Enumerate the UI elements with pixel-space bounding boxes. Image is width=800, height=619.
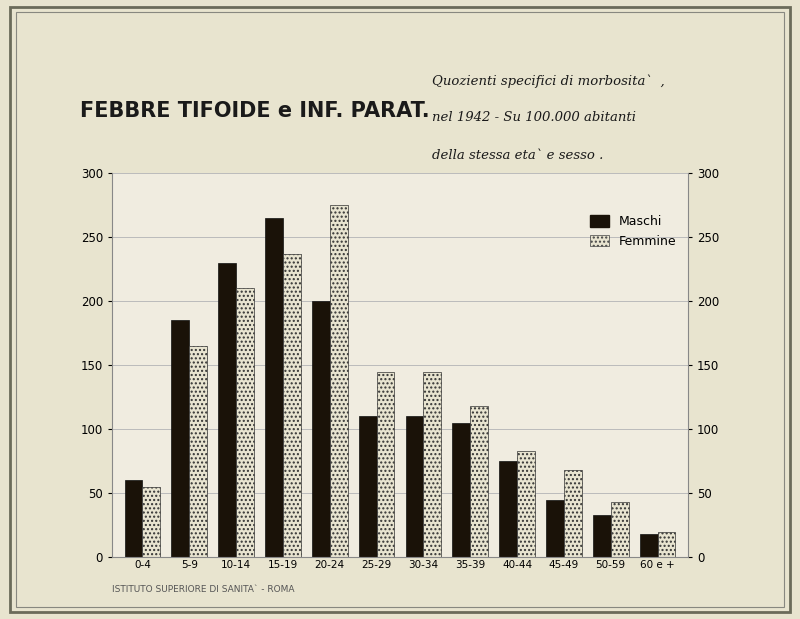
Bar: [236, 288, 254, 557]
Bar: [265, 218, 283, 557]
Text: FEBBRE TIFOIDE e INF. PARAT.: FEBBRE TIFOIDE e INF. PARAT.: [80, 102, 430, 121]
Bar: [658, 532, 675, 557]
Bar: [377, 371, 394, 557]
Bar: [190, 346, 207, 557]
Bar: [423, 371, 442, 557]
Bar: [283, 254, 301, 557]
Bar: [218, 263, 236, 557]
Text: della stessa eta` e sesso .: della stessa eta` e sesso .: [432, 149, 603, 162]
Bar: [546, 500, 564, 557]
Bar: [358, 417, 377, 557]
Text: ISTITUTO SUPERIORE DI SANITA` - ROMA: ISTITUTO SUPERIORE DI SANITA` - ROMA: [112, 585, 294, 594]
Bar: [330, 206, 347, 557]
Text: Quozienti specifici di morbosita`  ,: Quozienti specifici di morbosita` ,: [432, 74, 665, 88]
Legend: Maschi, Femmine: Maschi, Femmine: [586, 210, 682, 253]
Bar: [640, 534, 658, 557]
Bar: [517, 451, 535, 557]
Bar: [125, 480, 142, 557]
Text: nel 1942 - Su 100.000 abitanti: nel 1942 - Su 100.000 abitanti: [432, 111, 636, 124]
Bar: [406, 417, 423, 557]
Bar: [499, 461, 517, 557]
Bar: [564, 470, 582, 557]
Bar: [171, 321, 190, 557]
Bar: [593, 515, 610, 557]
Bar: [610, 502, 629, 557]
Bar: [470, 406, 488, 557]
Bar: [312, 301, 330, 557]
Bar: [453, 423, 470, 557]
Bar: [142, 487, 160, 557]
